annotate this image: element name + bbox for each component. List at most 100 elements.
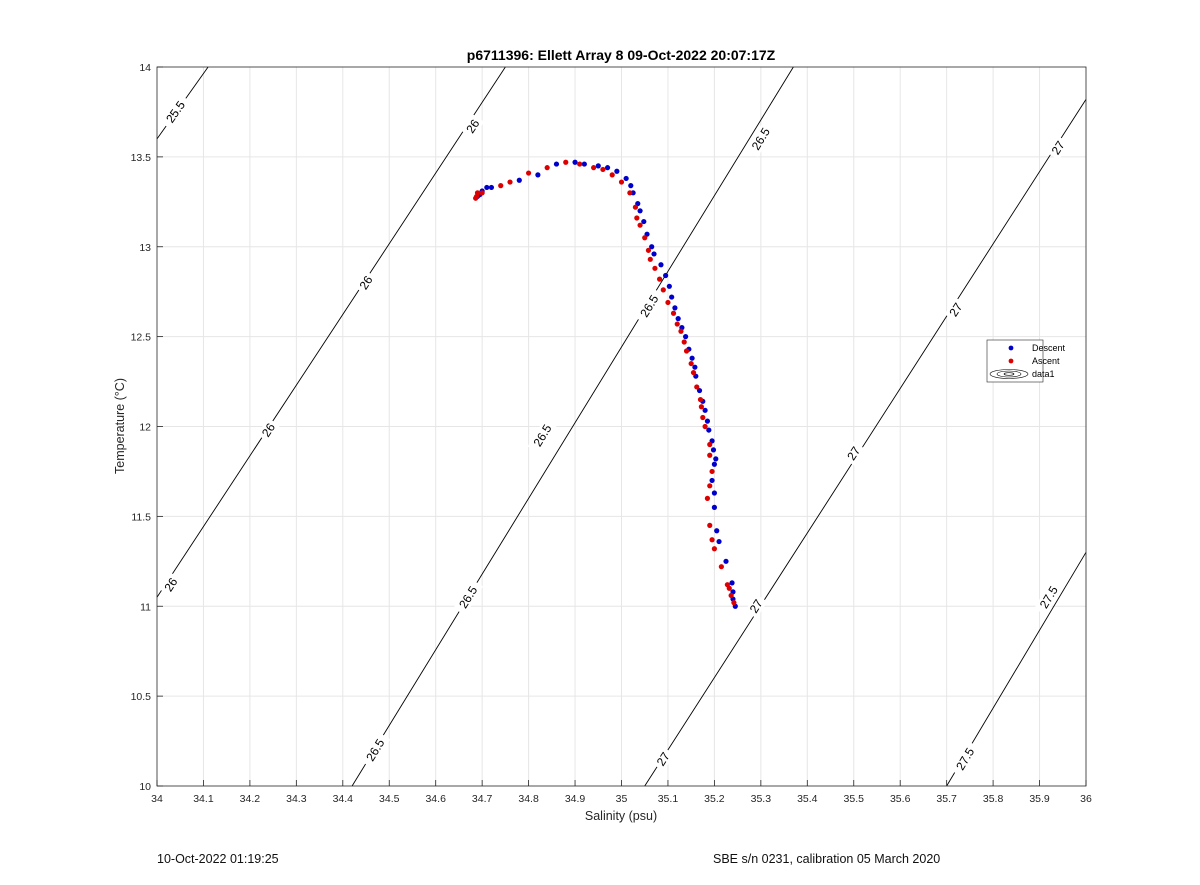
legend-ascent-label: Ascent [1032,356,1060,366]
ascent-point [526,170,532,176]
ascent-point [642,235,648,241]
ascent-point [681,339,687,345]
ascent-point [600,166,606,173]
descent-point [669,294,675,300]
chart-title: p6711396: Ellett Array 8 09-Oct-2022 20:… [467,47,776,63]
contour-label-bg [257,417,280,443]
contour-label-bg [453,579,484,616]
y-axis: 10 10.5 11 11.5 12 12.5 13 13.5 14 [131,62,163,793]
isopycnal-line-26-5 [351,66,794,787]
footer-timestamp: 10-Oct-2022 01:19:25 [157,852,279,866]
contour-label-bg [1034,579,1064,616]
descent-point [651,251,657,257]
ascent-point [711,546,718,552]
contour-label-bg [160,94,192,130]
x-tick-label: 35.4 [797,793,818,805]
ascent-point [609,172,615,178]
contour-label-bg [461,114,485,139]
descent-point [702,407,708,413]
descent-point [696,387,703,394]
contour-label-bg [159,572,183,597]
contour-label-bg [745,120,776,158]
contour-label-bg [842,441,866,466]
ascent-point [656,276,663,282]
y-tick-label: 11 [140,601,151,613]
footer-calibration: SBE s/n 0231, calibration 05 March 2020 [713,852,941,866]
descent-point [711,504,718,510]
x-tick-label: 34.8 [518,793,539,805]
y-tick-label: 14 [139,62,151,74]
descent-point [663,272,669,279]
ascent-point [698,404,704,410]
descent-point [714,528,720,534]
descent-point [516,177,522,183]
ascent-point [632,204,639,210]
y-tick-label: 13.5 [131,152,152,164]
ascent-point [678,328,684,334]
ascent-point [718,564,724,570]
x-axis: 34 34.1 34.2 34.3 34.4 34.5 34.6 34.7 34.8 34.9 35… [151,780,1092,805]
x-tick-label: 35.5 [844,793,865,805]
descent-point [706,427,712,433]
y-tick-label: 12 [139,422,151,434]
ascent-point [674,321,680,327]
ascent-point [591,165,597,171]
descent-point [614,168,620,174]
x-tick-label: 34 [151,793,163,805]
legend-descent-marker [1008,345,1014,351]
contour-label-bg [744,594,768,619]
descent-point [649,244,655,250]
descent-point [729,580,735,586]
descent-point [683,334,689,340]
descent-point [666,283,672,289]
ascent-point [637,222,643,228]
x-tick-label: 34.7 [472,793,493,805]
x-tick-label: 35.7 [936,793,957,805]
x-tick-label: 34.1 [193,793,214,805]
x-tick-label: 35.6 [890,793,911,805]
ascent-point [627,190,633,196]
x-tick-label: 34.6 [425,793,446,805]
x-tick-label: 35 [616,793,628,805]
ascent-point [665,299,671,306]
isopycnal-line-27 [644,99,1087,787]
ascent-point [690,369,697,376]
x-tick-label: 35.1 [658,793,679,805]
x-tick-label: 35.8 [983,793,1004,805]
x-tick-label: 34.4 [333,793,354,805]
descent-point [713,456,719,462]
y-tick-label: 11.5 [131,511,151,523]
legend-descent-label: Descent [1032,343,1066,353]
descent-point [711,490,718,496]
descent-point [641,218,647,225]
ascent-point [694,384,700,390]
legend-ascent-marker [1008,358,1014,364]
descent-point [723,558,729,564]
descent-point [716,538,722,545]
descent-point [488,184,495,191]
ascent-point [707,522,713,528]
ascent-point [563,159,569,165]
descent-point [623,175,629,182]
ascent-point [618,179,625,185]
ascent-point [660,287,666,293]
descent-point [658,262,664,268]
descent-point [484,184,490,191]
y-tick-label: 13 [139,242,151,254]
ascent-point [702,423,708,430]
ascent-point [498,183,504,189]
legend-contour-icon [989,369,1029,379]
descent-point [637,208,643,214]
descent-point [675,316,681,322]
ascent-point [728,592,734,599]
y-axis-label: Temperature (°C) [113,378,127,474]
ascent-point [652,265,658,271]
ascent-point [479,190,485,196]
ascent-point [645,247,652,253]
x-tick-label: 34.2 [240,793,261,805]
isopycnal-line-26 [156,66,506,598]
descent-point [581,161,587,167]
ascent-point [707,441,713,448]
descent-point [604,165,611,171]
